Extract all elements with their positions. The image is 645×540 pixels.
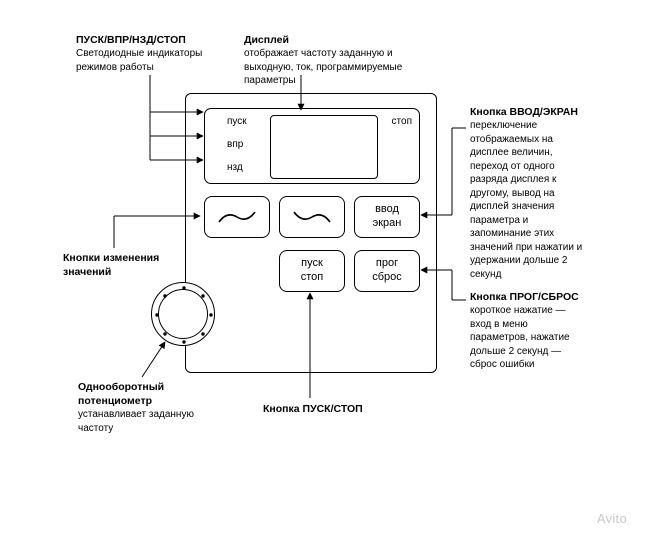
button-pusk-line2: стоп [301,271,324,285]
control-panel: стоп пуск впр нзд ввод экран пуск стоп п… [185,93,437,373]
potentiometer[interactable] [151,282,215,346]
chevron-up-icon [217,209,257,225]
callout-value-buttons: Кнопки изменения значений [63,251,173,279]
callout-pot-title: Однооборотный потенциометр [78,380,228,408]
button-up[interactable] [204,196,270,238]
potentiometer-screws-icon [152,283,216,347]
callout-pot: Однооборотный потенциометр устанавливает… [78,380,228,435]
button-prog-line2: сброс [372,271,402,285]
callout-leds-desc: Светодиодные индикаторы режимов работы [76,47,226,74]
button-vvod-ekran[interactable]: ввод экран [354,196,420,238]
display-label-pusk: пуск [227,116,247,127]
display-label-vpr: впр [227,139,243,150]
display-label-nzd: нзд [227,162,243,173]
callout-vvod-ekran: Кнопка ВВОД/ЭКРАН переключение отображае… [470,105,588,281]
button-vvod-line2: экран [373,217,402,231]
callout-pusk-stop: Кнопка ПУСК/СТОП [263,402,383,416]
diagram-canvas: ПУСК/ВПР/НЗД/СТОП Светодиодные индикатор… [0,0,645,540]
callout-value-buttons-title: Кнопки изменения значений [63,251,173,279]
callout-leds-title: ПУСК/ВПР/НЗД/СТОП [76,33,226,47]
button-pusk-line1: пуск [301,257,323,271]
callout-vvod-ekran-desc: переключение отображаемых на дисплее вел… [470,119,588,281]
button-down[interactable] [279,196,345,238]
callout-pusk-stop-title: Кнопка ПУСК/СТОП [263,402,383,416]
callout-display: Дисплей отображает частоту заданную и вы… [244,33,444,88]
button-pusk-stop[interactable]: пуск стоп [279,250,345,292]
watermark: Avito [597,511,627,526]
button-prog-line1: прог [376,257,398,271]
callout-display-title: Дисплей [244,33,444,47]
callout-prog-sbros-title: Кнопка ПРОГ/СБРОС [470,290,588,304]
callout-prog-sbros-desc: короткое нажатие — вход в меню параметро… [470,304,588,372]
lcd-screen [270,115,378,179]
button-prog-sbros[interactable]: прог сброс [354,250,420,292]
callout-leds: ПУСК/ВПР/НЗД/СТОП Светодиодные индикатор… [76,33,226,74]
display-label-stop: стоп [392,116,412,127]
button-vvod-line1: ввод [375,203,399,217]
callout-vvod-ekran-title: Кнопка ВВОД/ЭКРАН [470,105,588,119]
callout-pot-desc: устанавливает заданную частоту [78,408,228,435]
display-frame: стоп пуск впр нзд [204,108,420,184]
callout-display-desc: отображает частоту заданную и выходную, … [244,47,444,88]
chevron-down-icon [292,209,332,225]
callout-prog-sbros: Кнопка ПРОГ/СБРОС короткое нажатие — вхо… [470,290,588,372]
